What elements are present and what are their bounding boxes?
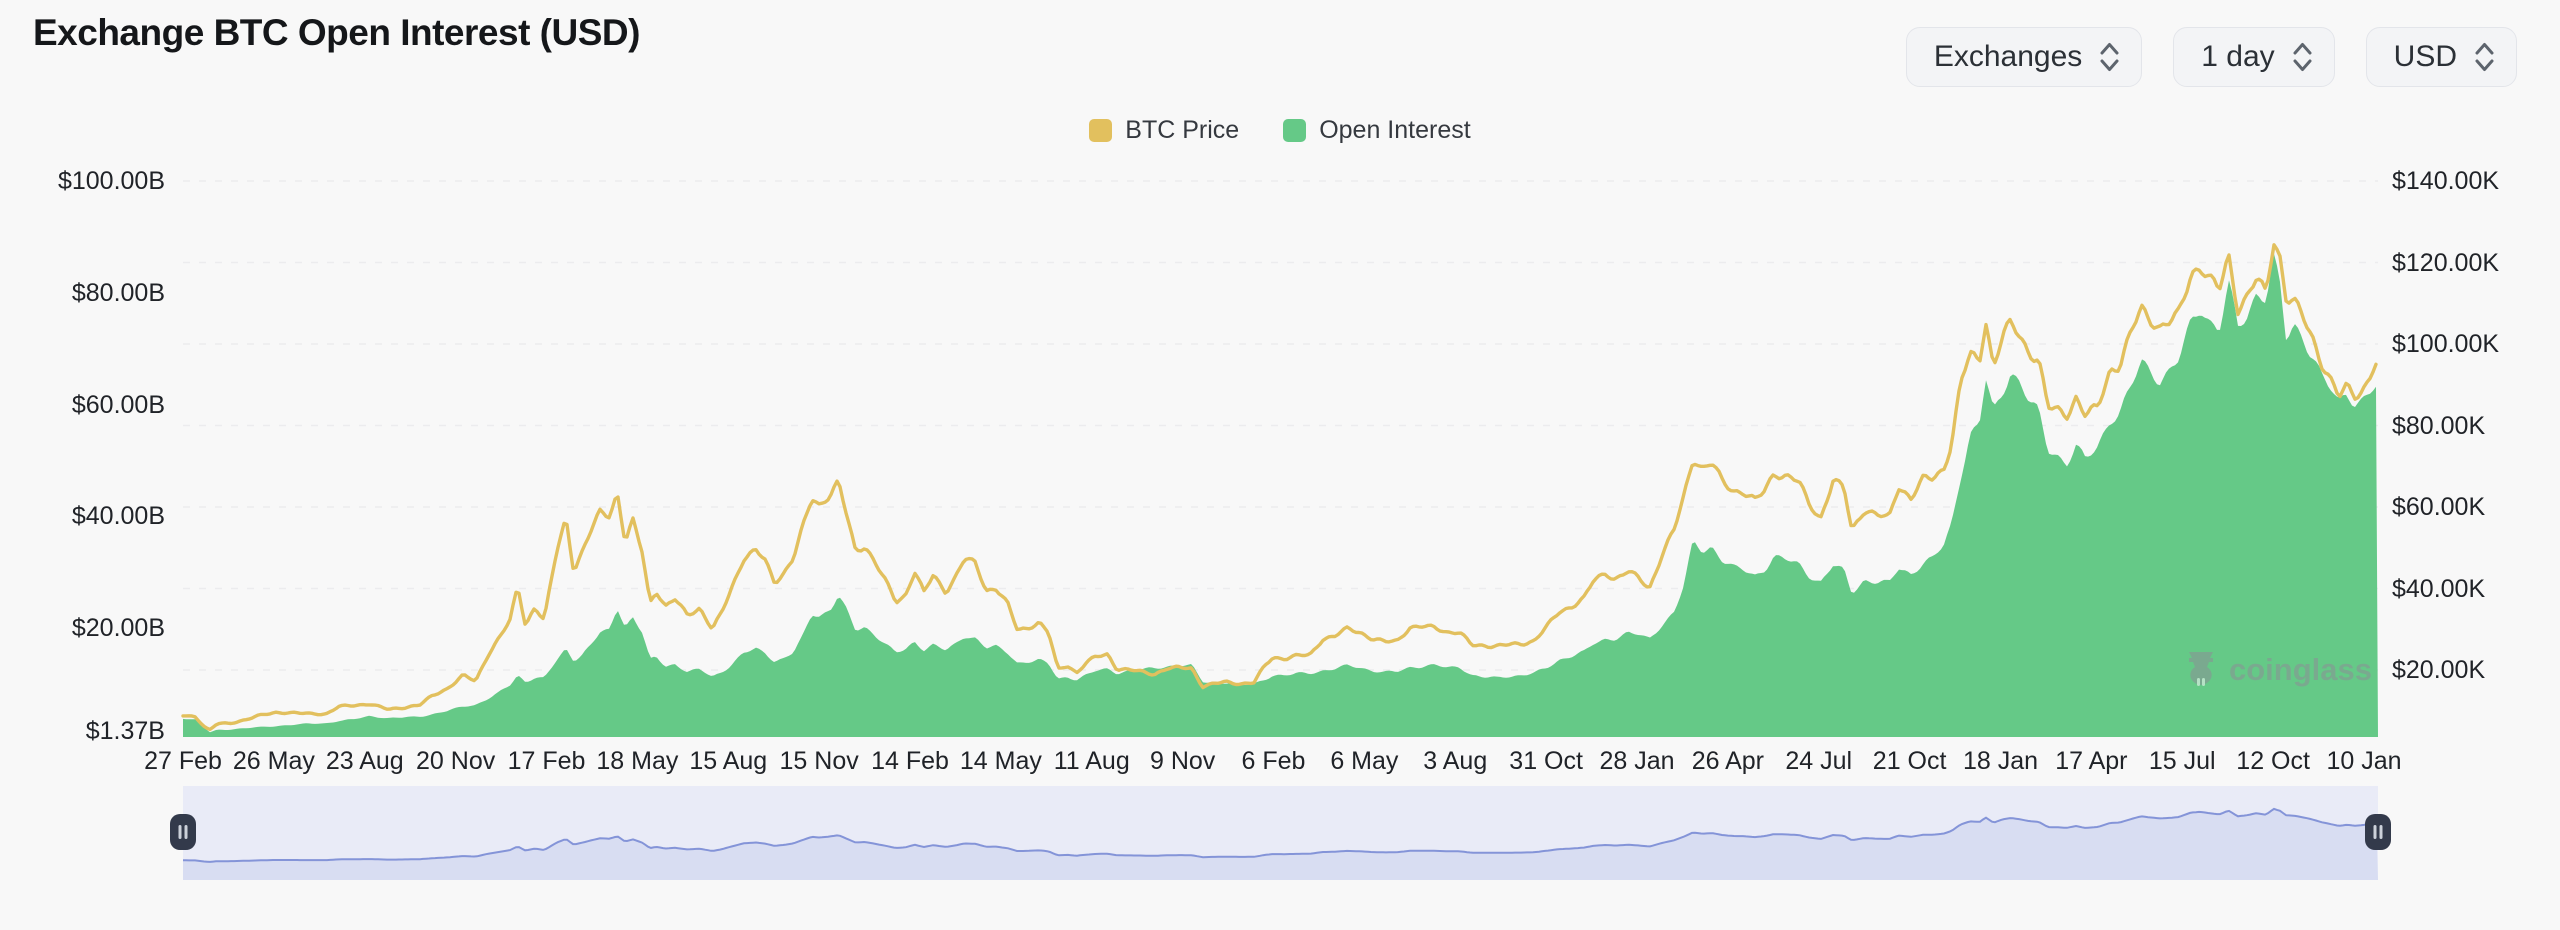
x-axis-label: 11 Aug bbox=[1053, 747, 1130, 775]
btc-price-legend-label: BTC Price bbox=[1125, 116, 1240, 144]
x-axis-label: 17 Feb bbox=[507, 747, 586, 775]
x-axis-label: 9 Nov bbox=[1149, 747, 1216, 775]
y-axis-right-label: $120.00K bbox=[2392, 248, 2500, 277]
y-axis-right-label: $40.00K bbox=[2392, 574, 2486, 603]
navigator-area bbox=[183, 808, 2378, 880]
legend-item-btc-price[interactable]: BTC Price bbox=[1089, 116, 1239, 145]
btc-price-swatch bbox=[1089, 119, 1113, 142]
x-axis-label: 18 Jan bbox=[1962, 747, 2039, 775]
controls-group: Exchanges 1 day USD bbox=[1905, 27, 2517, 87]
y-axis-right-label: $140.00K bbox=[2392, 167, 2500, 196]
chevron-up-down-icon bbox=[2475, 43, 2494, 71]
y-axis-left-label: $100.00B bbox=[57, 167, 165, 195]
x-axis-label: 17 Apr bbox=[2055, 747, 2128, 775]
x-axis-label: 15 Nov bbox=[779, 747, 859, 775]
x-axis-label: 6 May bbox=[1330, 747, 1399, 775]
chevron-up-down-icon bbox=[2100, 43, 2119, 71]
exchanges-select-value: Exchanges bbox=[1933, 40, 2083, 73]
y-axis-left-min-label: $1.37B bbox=[85, 717, 165, 745]
y-axis-left-label: $40.00B bbox=[71, 502, 165, 531]
y-axis-left-label: $60.00B bbox=[71, 390, 165, 419]
x-axis-label: 27 Feb bbox=[144, 747, 222, 775]
open-interest-swatch bbox=[1283, 119, 1307, 142]
currency-select[interactable]: USD bbox=[2365, 27, 2517, 87]
exchanges-select[interactable]: Exchanges bbox=[1905, 27, 2143, 87]
open-interest-area bbox=[183, 253, 2378, 737]
legend-item-open-interest[interactable]: Open Interest bbox=[1283, 116, 1471, 145]
x-axis-label: 20 Nov bbox=[416, 747, 496, 775]
x-axis-label: 24 Jul bbox=[1785, 747, 1853, 775]
x-axis-label: 26 May bbox=[232, 747, 315, 775]
x-axis-label: 23 Aug bbox=[325, 747, 404, 775]
y-axis-left-label: $20.00B bbox=[71, 614, 165, 643]
navigator-line bbox=[183, 807, 2377, 863]
legend: BTC Price Open Interest bbox=[0, 116, 2560, 145]
btc-price-line bbox=[181, 243, 2378, 732]
y-axis-right-label: $80.00K bbox=[2392, 411, 2486, 440]
navigator-handle-right[interactable] bbox=[2365, 814, 2391, 850]
x-axis-label: 26 Apr bbox=[1691, 747, 1765, 775]
x-axis-label: 10 Jan bbox=[2326, 747, 2402, 775]
x-axis-label: 14 Feb bbox=[871, 747, 949, 775]
currency-select-value: USD bbox=[2393, 40, 2457, 73]
x-axis-label: 21 Oct bbox=[1872, 747, 1947, 775]
interval-select[interactable]: 1 day bbox=[2173, 27, 2335, 87]
y-axis-right-label: $20.00K bbox=[2392, 656, 2486, 684]
x-axis-label: 28 Jan bbox=[1599, 747, 1675, 775]
x-axis-label: 15 Aug bbox=[689, 747, 768, 775]
open-interest-legend-label: Open Interest bbox=[1319, 116, 1471, 144]
x-axis-label: 12 Oct bbox=[2236, 747, 2310, 775]
y-axis-right-label: $100.00K bbox=[2392, 330, 2500, 359]
x-axis-label: 6 Feb bbox=[1241, 747, 1306, 775]
x-axis-label: 14 May bbox=[959, 747, 1042, 775]
y-axis-left-label: $80.00B bbox=[71, 278, 165, 307]
chevron-up-down-icon bbox=[2293, 43, 2312, 71]
x-axis-label: 15 Jul bbox=[2148, 747, 2216, 775]
x-axis-label: 3 Aug bbox=[1423, 747, 1488, 775]
x-axis-label: 31 Oct bbox=[1509, 747, 1583, 775]
y-axis-right-label: $60.00K bbox=[2392, 493, 2486, 521]
x-axis-label: 18 May bbox=[596, 747, 679, 775]
plot-area[interactable] bbox=[183, 160, 2378, 737]
page-title: Exchange BTC Open Interest (USD) bbox=[33, 12, 640, 53]
interval-select-value: 1 day bbox=[2201, 40, 2275, 73]
range-navigator[interactable] bbox=[170, 786, 2391, 880]
navigator-handle-left[interactable] bbox=[170, 814, 196, 850]
